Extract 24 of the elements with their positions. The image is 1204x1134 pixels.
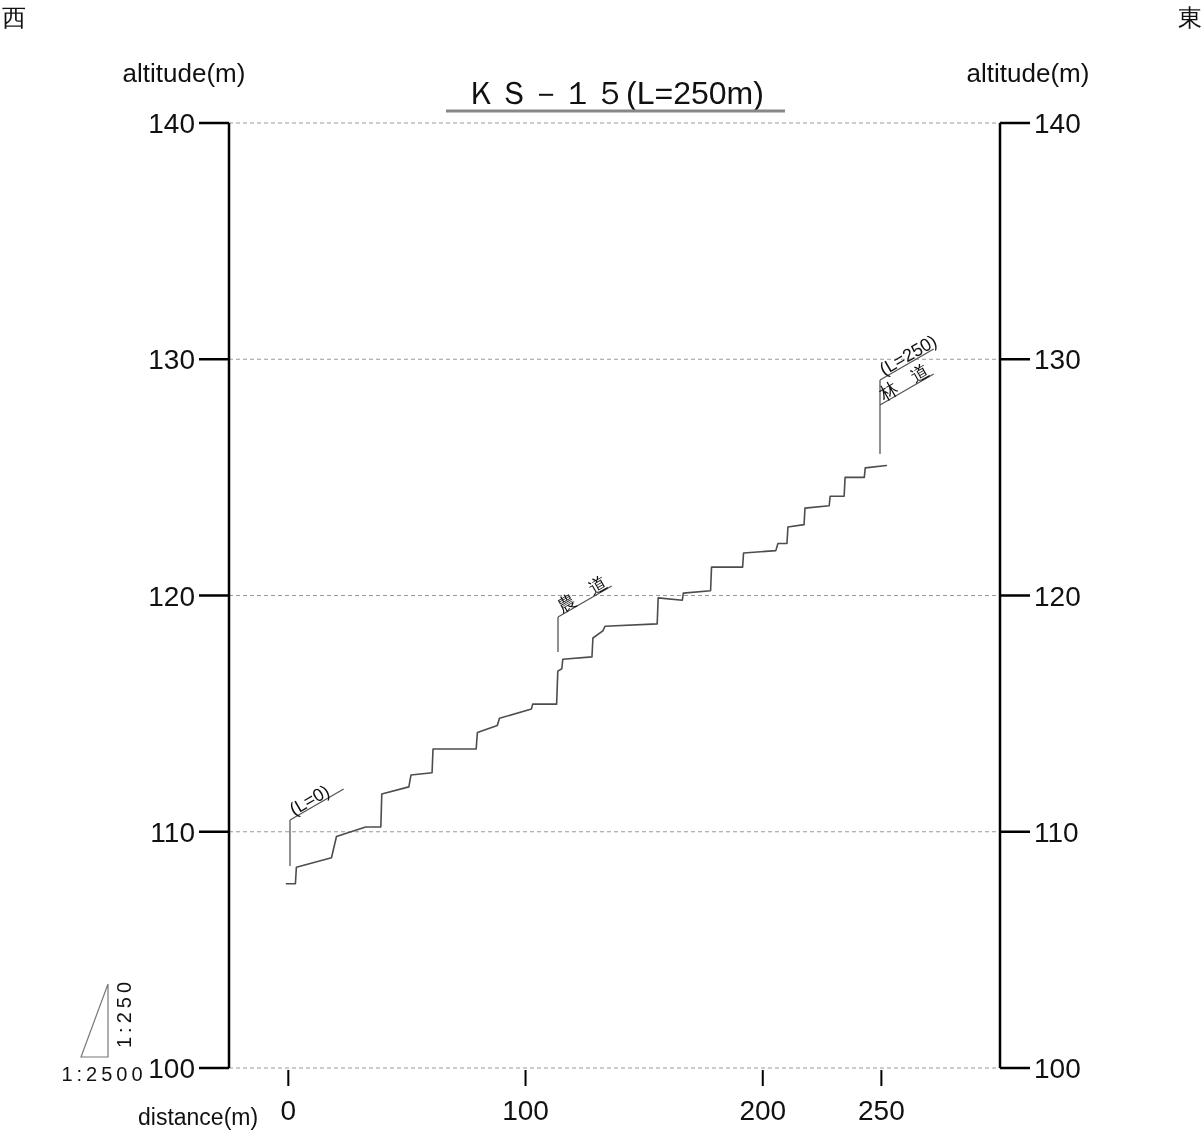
x-tick-label: 100 bbox=[502, 1095, 549, 1126]
y-tick-label: 100 bbox=[148, 1053, 195, 1084]
y2-tick-label: 140 bbox=[1034, 108, 1081, 139]
annotation: 農 道 bbox=[554, 572, 611, 617]
x-tick-label: 250 bbox=[858, 1095, 905, 1126]
text: 西 bbox=[2, 4, 26, 31]
y-tick-label: 110 bbox=[150, 816, 195, 848]
y-tick-label: 130 bbox=[148, 344, 195, 376]
y2-tick-label: 120 bbox=[1034, 580, 1081, 612]
y-tick-label: 120 bbox=[148, 580, 195, 612]
text: 1:2500 bbox=[61, 1063, 147, 1085]
x-axis-title: distance(m) bbox=[138, 1104, 259, 1130]
x-tick-label: 0 bbox=[280, 1095, 297, 1126]
y-axis-title: altitude(m) bbox=[122, 58, 246, 88]
y2-axis-title: altitude(m) bbox=[966, 58, 1090, 88]
text: 東 bbox=[1178, 4, 1202, 31]
y2-tick-label: 130 bbox=[1034, 344, 1081, 376]
x-tick-label: 200 bbox=[739, 1095, 787, 1126]
y-tick-label: 140 bbox=[148, 108, 195, 139]
y2-tick-label: 100 bbox=[1034, 1053, 1081, 1084]
text: 1:250 bbox=[113, 977, 135, 1049]
chart-title: ＫＳ－１５(L=250m) bbox=[466, 75, 764, 111]
line-series bbox=[285, 464, 888, 885]
y2-tick-label: 110 bbox=[1034, 816, 1079, 848]
